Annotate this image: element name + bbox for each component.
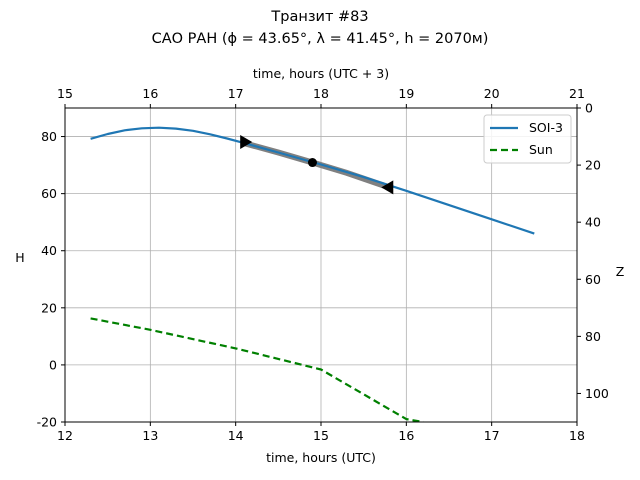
z-tick-label: 100 bbox=[585, 386, 609, 401]
transit-mid-marker bbox=[307, 158, 317, 168]
plot-series bbox=[90, 126, 535, 422]
y-tick-label: 40 bbox=[41, 243, 57, 258]
x-tick-label: 14 bbox=[228, 428, 244, 443]
y-axis-right-label: Z bbox=[616, 264, 625, 279]
x-tick-label: 17 bbox=[484, 428, 500, 443]
x-top-tick-label: 19 bbox=[398, 86, 414, 101]
y-tick-label: -20 bbox=[37, 415, 57, 430]
y-tick-label: 20 bbox=[41, 300, 57, 315]
z-tick-label: 60 bbox=[585, 272, 601, 287]
chart-subtitle: САО РАН (ϕ = 43.65°, λ = 41.45°, h = 207… bbox=[152, 31, 489, 47]
z-tick-label: 40 bbox=[585, 215, 601, 230]
y-tick-label: 60 bbox=[41, 186, 57, 201]
series-line-soi3 bbox=[90, 126, 535, 235]
series-line-sun bbox=[90, 317, 424, 422]
x-top-tick-label: 17 bbox=[228, 86, 244, 101]
legend: SOI-3 Sun bbox=[483, 114, 572, 164]
axis-ticks: 12 13 14 15 16 17 18 -20 0 20 40 60 80 15 16 17 18 19 20 21… bbox=[37, 86, 609, 443]
z-tick-label: 20 bbox=[585, 158, 601, 173]
x-axis-label: time, hours (UTC) bbox=[266, 450, 376, 465]
x-tick-label: 12 bbox=[57, 428, 73, 443]
plot-area bbox=[90, 126, 535, 422]
x-axis-top-label: time, hours (UTC + 3) bbox=[253, 66, 389, 81]
transit-start-marker bbox=[240, 134, 253, 149]
z-tick-label: 0 bbox=[585, 101, 593, 116]
legend-label-soi3: SOI-3 bbox=[529, 120, 563, 135]
x-top-tick-label: 20 bbox=[484, 86, 500, 101]
x-tick-label: 13 bbox=[142, 428, 158, 443]
transit-end-marker bbox=[381, 180, 394, 195]
z-tick-label: 80 bbox=[585, 329, 601, 344]
x-top-tick-label: 21 bbox=[569, 86, 585, 101]
x-tick-label: 18 bbox=[569, 428, 585, 443]
x-tick-label: 15 bbox=[313, 428, 329, 443]
y-tick-label: 0 bbox=[49, 357, 57, 372]
x-top-tick-label: 16 bbox=[142, 86, 158, 101]
x-top-tick-label: 15 bbox=[57, 86, 73, 101]
y-axis-label: H bbox=[15, 250, 24, 265]
x-tick-label: 16 bbox=[398, 428, 414, 443]
chart-title: Транзит #83 bbox=[270, 9, 368, 25]
legend-label-sun: Sun bbox=[529, 142, 553, 157]
y-tick-label: 80 bbox=[41, 129, 57, 144]
x-top-tick-label: 18 bbox=[313, 86, 329, 101]
